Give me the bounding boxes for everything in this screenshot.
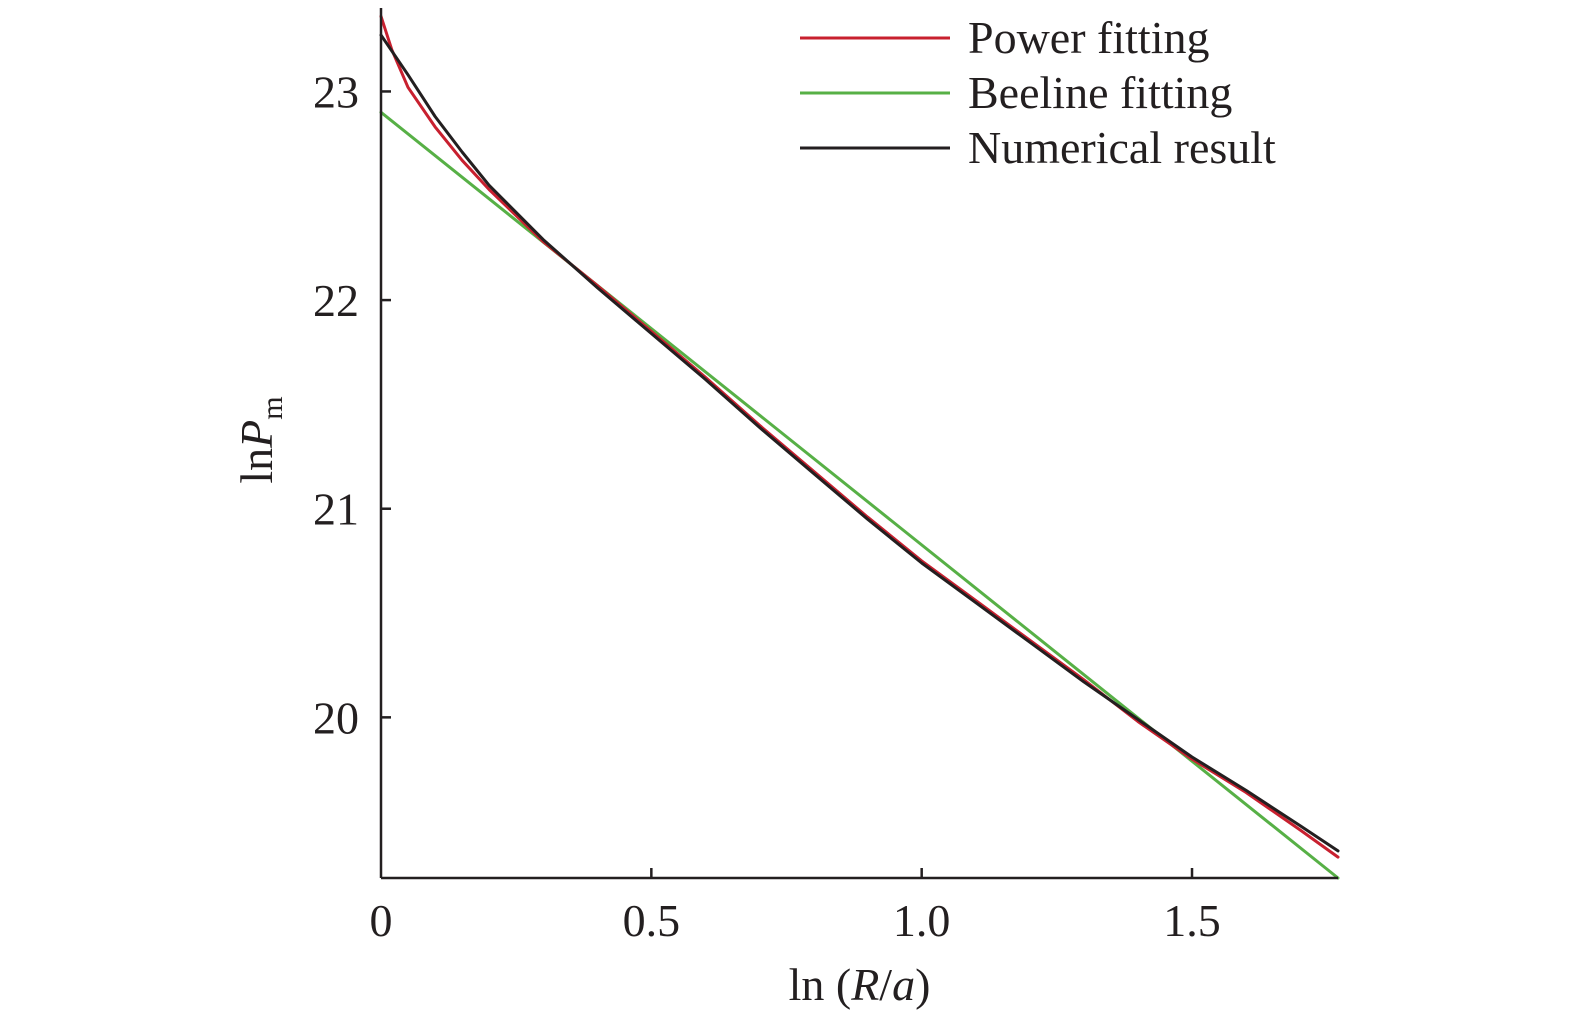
legend-label: Beeline fitting	[968, 67, 1232, 118]
y-axis-title: lnPm	[231, 396, 289, 483]
y-tick-label: 23	[313, 66, 359, 117]
x-axis-title-a: a	[892, 959, 915, 1010]
x-axis-title-suffix: )	[915, 959, 930, 1010]
y-ticks: 20 21 22 23	[313, 66, 391, 743]
x-tick-label: 1.5	[1163, 895, 1221, 946]
legend-label: Numerical result	[968, 122, 1276, 173]
x-axis-title-slash: /	[879, 959, 892, 1010]
x-tick-label: 1.0	[893, 895, 951, 946]
x-tick-label: 0.5	[623, 895, 681, 946]
x-ticks: 0 0.5 1.0 1.5	[370, 868, 1221, 946]
series-line-power-fitting	[379, 14, 1340, 859]
series-layer	[379, 14, 1340, 880]
series-line-numerical-result	[379, 33, 1340, 853]
y-axis-title-prefix: ln	[231, 448, 282, 484]
series-line-beeline-fitting	[379, 110, 1340, 880]
x-axis-title: ln (R/a)	[789, 959, 931, 1010]
y-tick-label: 22	[313, 275, 359, 326]
axes	[379, 8, 1338, 880]
y-axis-title-p: P	[231, 420, 282, 449]
x-axis-title-r: R	[850, 959, 879, 1010]
y-tick-label: 21	[313, 484, 359, 535]
x-tick-label: 0	[370, 895, 393, 946]
x-axis-title-prefix: ln (	[789, 959, 852, 1010]
y-tick-label: 20	[313, 692, 359, 743]
y-axis-title-subscript: m	[256, 396, 289, 419]
legend-label: Power fitting	[968, 12, 1209, 63]
